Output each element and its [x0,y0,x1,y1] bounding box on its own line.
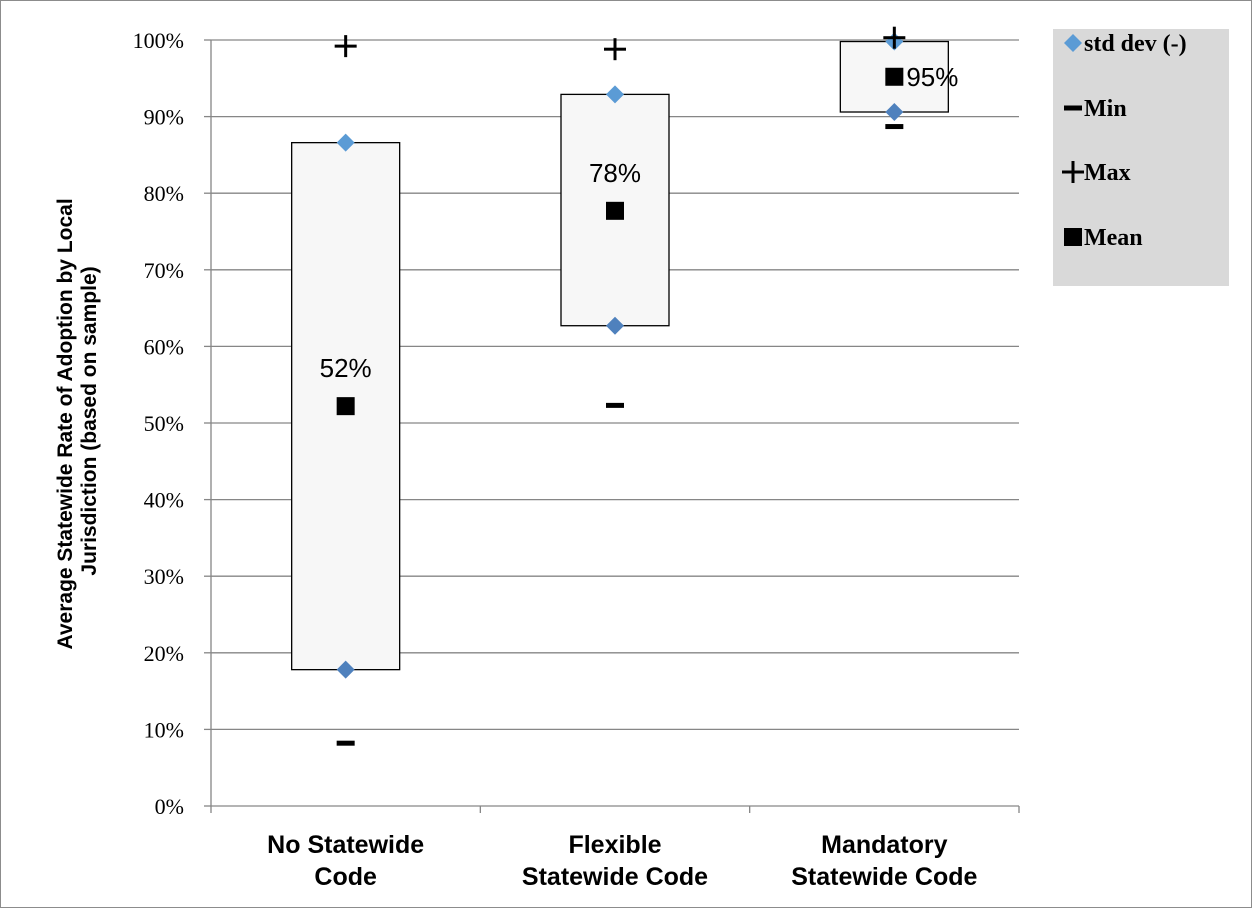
std-dev-diamond [885,103,904,122]
category-label: Mandatory Statewide Code [791,831,977,891]
legend-label: Min [1084,96,1127,122]
min-marker [606,402,624,408]
y-tick-label: 100% [133,28,184,53]
legend-mean-marker [1064,228,1082,246]
min-marker [885,124,904,130]
mean-data-label: 52% [320,353,372,383]
mean-marker [885,67,904,86]
max-marker [604,38,626,61]
y-tick-label: 30% [144,564,184,589]
y-tick-label: 0% [155,794,184,819]
legend-max-marker [1062,161,1084,183]
y-tick-label: 20% [144,641,184,666]
max-marker [334,35,357,58]
mean-data-label: 95% [906,62,958,92]
y-tick-label: 80% [144,181,184,206]
category-label-line: Mandatory [821,831,948,859]
y-axis-title-line-2: Jurisdiction (based on sample) [78,266,101,575]
legend-label: std dev (-) [1084,31,1187,57]
category-label-line: Flexible [568,831,661,859]
axes [204,39,1020,813]
min-marker [336,740,355,746]
mean-marker [336,397,355,416]
std-dev-boxes [291,40,949,671]
y-axis-title: Average Statewide Rate of Adoption by Lo… [54,192,101,649]
legend-background [1053,29,1229,286]
y-tick-label: 90% [144,105,184,130]
legend-label: Mean [1084,225,1143,251]
y-tick-label: 50% [144,411,184,436]
category-label-line: Code [314,863,377,891]
std-dev-diamond [336,133,355,152]
std-dev-diamond [1064,34,1082,52]
y-axis-title-line-1: Average Statewide Rate of Adoption by Lo… [54,198,77,649]
std-dev-diamond [606,316,624,335]
y-tick-label: 60% [144,334,184,359]
y-tick-label: 10% [144,717,184,742]
legend: std dev (-) Min Max Mean [1053,29,1229,286]
mean-data-label: 78% [589,158,641,188]
tick-labels: 0% 10% 20% 30% 40% 50% 60% 70% 80% 90% 100% 52% No S… [133,28,978,891]
mean-marker [606,201,624,220]
category-label: No Statewide Code [267,831,424,891]
legend-min-marker [1064,105,1082,111]
plus-vertical [892,26,896,49]
data-marks [334,26,906,746]
category-label-line: Statewide Code [522,863,708,891]
plus-vertical [1071,161,1075,183]
y-tick-label: 40% [144,488,184,513]
y-tick-label: 70% [144,258,184,283]
legend-label: Max [1084,160,1131,186]
std-dev-diamond [336,660,355,679]
category-label-line: Statewide Code [791,863,977,891]
category-label: Flexible Statewide Code [522,831,708,891]
plus-vertical [613,38,617,61]
category-label-line: No Statewide [267,831,424,859]
std-dev-diamond [606,85,624,104]
plus-vertical [344,35,348,58]
max-marker [883,26,906,49]
